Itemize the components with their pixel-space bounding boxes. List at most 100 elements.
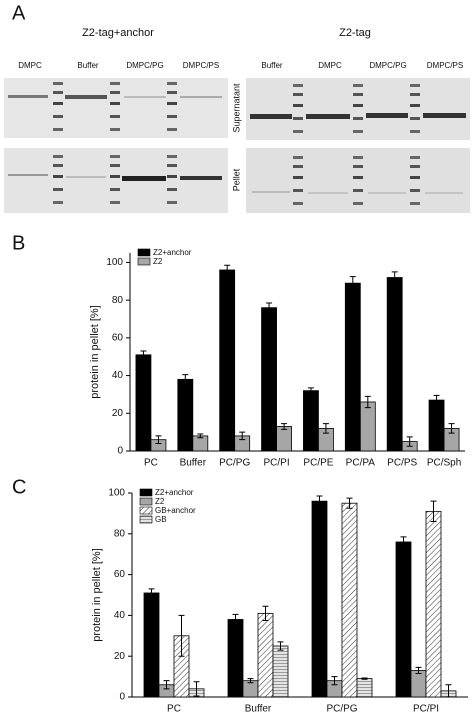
y-tick-label: 40 [112,370,124,381]
bar [272,645,289,698]
row-label: Pellet [231,168,241,191]
error-bar [307,387,314,394]
y-tick-label: 20 [112,408,124,419]
bar [341,502,358,698]
gel-title: Z2-tag+anchor [82,27,154,39]
error-bar [316,495,323,507]
x-tick-label: PC/PI [264,458,290,469]
error-bar [448,423,455,434]
error-bar [155,435,162,444]
x-tick-label: PC/PS [387,458,417,469]
bar [359,401,376,452]
y-tick-label: 40 [114,610,126,621]
error-bar [277,641,284,651]
lane-label: DMPC [18,61,42,70]
lane-label: DMPC/PG [369,61,406,70]
x-tick-label: PC/Sph [427,458,461,469]
legend-label: Z2+anchor [155,488,194,497]
error-bar [140,350,147,360]
legend-label: Z2 [153,257,163,266]
bar [135,354,152,452]
lane-label: DMPC/PS [183,61,219,70]
error-bar [445,684,452,698]
error-bar [224,264,231,276]
error-bar [346,497,353,509]
error-bar [364,395,371,409]
bar [303,390,319,452]
panel-label: C [12,476,26,498]
bar [386,277,403,452]
gel-images [4,78,470,213]
panel-label: A [12,2,26,24]
error-bar [433,394,440,406]
legend-swatch [139,488,153,497]
error-bar [281,423,288,430]
error-bar [322,423,329,434]
error-bar [163,680,170,690]
legend-swatch [137,248,151,257]
y-tick-label: 80 [114,528,126,539]
legend-label: Z2 [155,497,165,506]
error-bar [349,276,356,291]
bar [311,500,328,698]
lane-label: DMPC [318,61,342,70]
lane-label: Buffer [261,61,283,70]
x-tick-label: Buffer [245,704,272,715]
error-bar [182,374,189,385]
bar [219,269,236,452]
y-tick-label: 0 [117,446,123,457]
x-tick-label: PC/PE [303,458,333,469]
error-bar [415,666,422,675]
bar [395,541,412,698]
error-bar [400,536,407,548]
error-bar [247,678,254,684]
y-tick-label: 60 [112,332,124,343]
error-bar [262,605,269,621]
x-tick-label: PC [167,704,181,715]
y-tick-label: 80 [112,295,124,306]
error-bar [406,436,413,447]
lane-label: DMPC/PG [126,61,163,70]
bar [257,612,274,698]
y-tick-label: 20 [114,651,126,662]
bar [227,619,244,698]
bar [344,282,361,452]
gel-title: Z2-tag [339,27,371,39]
y-tick-label: 60 [114,569,126,580]
y-tick-label: 100 [108,488,125,499]
error-bar [430,500,437,523]
legend-swatch [139,497,153,506]
error-bar [148,588,155,598]
x-tick-label: PC/PA [346,458,376,469]
legend-swatch [139,515,153,524]
bar [276,426,292,452]
error-bar [197,433,204,439]
legend-swatch [139,506,153,515]
legend-swatch [137,257,151,266]
panel-label: B [12,232,25,254]
y-tick-label: 100 [106,257,123,268]
x-tick-label: PC [144,458,158,469]
bar [425,510,442,698]
x-tick-label: Buffer [180,458,207,469]
error-bar [178,614,185,657]
x-tick-label: PC/PG [326,704,357,715]
lane-label: Buffer [77,61,99,70]
error-bar [331,676,338,686]
bar [143,592,160,698]
bar [177,378,194,452]
bar [428,399,445,452]
error-bar [391,271,398,284]
bar [410,670,427,698]
bar [356,678,373,698]
y-axis-label: protein in pellet [%] [89,305,101,399]
legend-label: GB+anchor [155,506,196,515]
error-bar [232,613,239,626]
y-axis-label: protein in pellet [%] [91,548,103,642]
bar [261,307,277,452]
error-bar [266,302,273,313]
legend-label: GB [155,515,167,524]
legend-label: Z2+anchor [153,248,192,257]
lane-label: DMPC/PS [427,61,463,70]
